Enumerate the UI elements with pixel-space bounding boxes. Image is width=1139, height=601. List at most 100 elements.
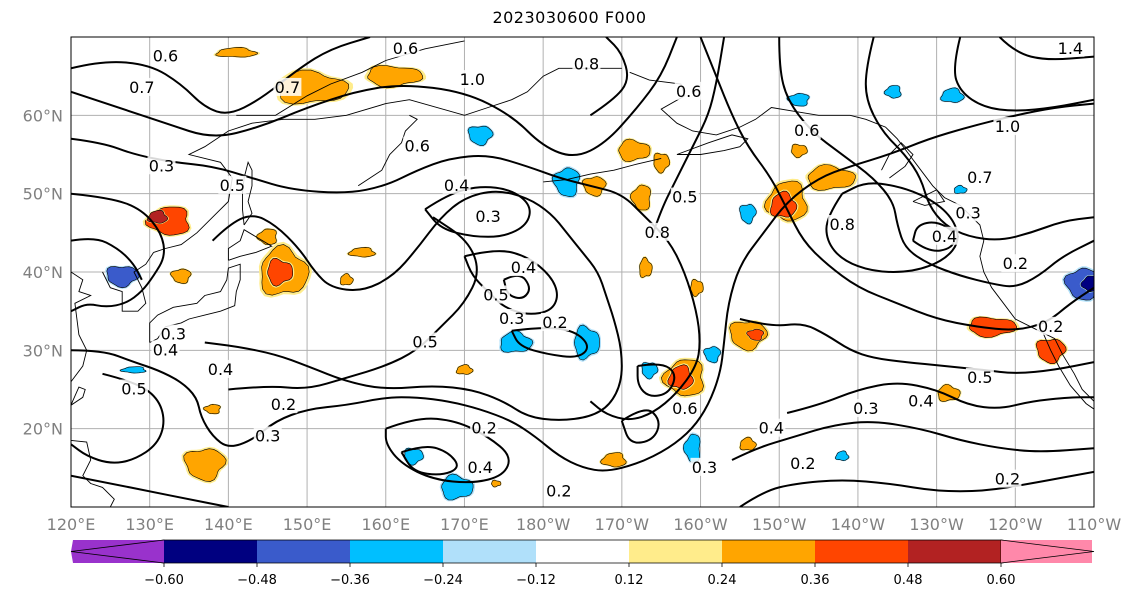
contour-label-bg	[540, 312, 569, 331]
contour-label: 0.4	[511, 258, 536, 277]
anomaly-blob	[653, 152, 671, 174]
contour-label-bg	[965, 367, 994, 386]
gridlines	[71, 37, 1094, 507]
longitude-labels: 120°E 130°E 140°E 150°E 160°E 170°E 180°W 170°W…	[47, 515, 1122, 534]
contour-label: 0.4	[444, 176, 469, 195]
contour-label: 0.6	[676, 82, 701, 101]
anomaly-blob	[791, 143, 808, 159]
contour-label-bg	[993, 469, 1022, 488]
coastline	[881, 142, 914, 179]
contour-label: 0.2	[1003, 254, 1028, 273]
anomaly-blob	[786, 92, 810, 107]
contour-label: 0.7	[129, 78, 154, 97]
anomaly-blob	[667, 364, 694, 390]
contour-label-bg	[159, 324, 188, 343]
colorbar-swatch	[164, 540, 258, 563]
map-frame	[70, 36, 1095, 508]
contour-label: 0.4	[759, 419, 784, 438]
contour-label-bg	[442, 175, 471, 194]
contour-label-bg	[127, 77, 156, 96]
anomaly-blob	[256, 228, 277, 245]
anomaly-blob	[937, 384, 961, 402]
lon-tick-label: 150°E	[283, 515, 332, 534]
contour-label-bg	[403, 136, 432, 155]
colorbar-tick-label: −0.48	[237, 573, 277, 588]
contour-label: 0.4	[208, 360, 233, 379]
contour-label-bg	[253, 426, 282, 445]
contour-line	[71, 37, 678, 156]
anomaly-blob	[367, 65, 424, 89]
anomaly-blob	[641, 362, 659, 380]
lon-tick-label: 140°E	[204, 515, 253, 534]
contour-label-bg	[1001, 254, 1030, 273]
anomaly-blob	[455, 364, 474, 375]
anomaly-blob	[835, 450, 850, 462]
contour-label-bg	[906, 391, 935, 410]
contour-line	[71, 37, 371, 114]
contour-line	[71, 102, 1094, 472]
lat-tick-label: 30°N	[23, 341, 63, 360]
lon-tick-label: 130°W	[909, 515, 964, 534]
contour-label-bg	[474, 207, 503, 226]
colorbar-tick-label: −0.60	[144, 573, 184, 588]
contour-label-bg	[458, 70, 487, 89]
anomaly-blob	[746, 328, 765, 341]
contour-label: 1.0	[460, 70, 485, 89]
contour-label: 0.4	[153, 340, 178, 359]
contour-label: 0.2	[1038, 317, 1063, 336]
lon-tick-label: 140°W	[831, 515, 886, 534]
contour-label: 0.7	[275, 78, 300, 97]
anomaly-blob	[739, 203, 757, 225]
contour-label-bg	[643, 222, 672, 241]
anomaly-blob	[347, 246, 376, 258]
contour-label-bg	[206, 359, 235, 378]
contour-label-bg	[269, 395, 298, 414]
colorbar-tick-label: 0.60	[987, 573, 1016, 588]
contour-label: 0.3	[499, 309, 524, 328]
anomaly-blob	[106, 266, 140, 289]
contour-label: 0.3	[692, 458, 717, 477]
anomaly-blob	[954, 184, 968, 194]
colorbar-tick-label: 0.12	[615, 573, 644, 588]
colorbar-swatch	[257, 540, 351, 563]
contour-label: 0.6	[672, 399, 697, 418]
contour-label: 1.4	[1058, 39, 1083, 58]
contour-label: 0.2	[271, 395, 296, 414]
anomaly-blob	[183, 448, 227, 483]
contour-label-bg	[757, 418, 786, 437]
contour-label-bg	[391, 38, 420, 57]
contour-label-bg	[690, 457, 719, 476]
contour-label: 0.2	[542, 313, 567, 332]
contour-label-bg	[497, 309, 526, 327]
contour-label-bg	[851, 399, 880, 418]
coastline	[71, 271, 92, 383]
colorbar-swatch	[629, 540, 723, 563]
contour-line	[502, 274, 530, 299]
contour-line	[71, 192, 165, 313]
anomaly-blob	[618, 138, 651, 163]
contour-label-bg	[965, 168, 994, 186]
anomaly-blob	[639, 256, 653, 279]
contour-line	[636, 363, 676, 397]
contour-label: 0.3	[161, 325, 186, 344]
lon-tick-label: 150°W	[752, 515, 807, 534]
contour-label-bg	[466, 457, 495, 476]
colorbar-tick-label: −0.24	[423, 573, 463, 588]
contour-line	[998, 37, 1094, 61]
contour-label: 0.8	[829, 215, 854, 234]
anomaly-blob	[491, 479, 502, 488]
lon-tick-label: 130°E	[125, 515, 174, 534]
contour-label-bg	[828, 215, 857, 233]
coastline	[102, 252, 154, 312]
contour-label: 0.8	[574, 54, 599, 73]
contour-labels: 0.6 0.60.7 0.7 1.00.80.60.60.30.5 0.40.30.80…	[119, 38, 1085, 500]
contour-label-bg	[411, 332, 440, 351]
anomaly-blob	[629, 184, 652, 211]
contour-label-bg	[792, 121, 821, 139]
contour-label-bg	[670, 399, 699, 418]
anomaly-blob	[703, 346, 722, 364]
contour-line	[652, 37, 726, 234]
colorbar-swatch	[722, 540, 816, 563]
colorbar-swatch	[71, 540, 164, 563]
contour-line	[864, 37, 1094, 241]
